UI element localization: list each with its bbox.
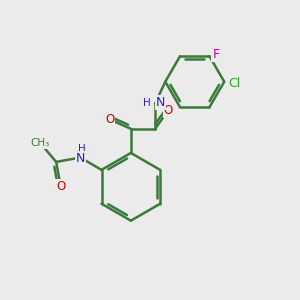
Text: H: H: [143, 98, 151, 108]
Text: N: N: [156, 96, 165, 109]
Text: O: O: [105, 113, 114, 126]
Text: N: N: [76, 152, 85, 165]
Text: Cl: Cl: [228, 77, 241, 90]
Text: F: F: [212, 48, 220, 61]
Text: O: O: [56, 180, 65, 193]
Text: H: H: [78, 144, 86, 154]
Text: CH₃: CH₃: [30, 138, 50, 148]
Text: O: O: [164, 104, 173, 117]
